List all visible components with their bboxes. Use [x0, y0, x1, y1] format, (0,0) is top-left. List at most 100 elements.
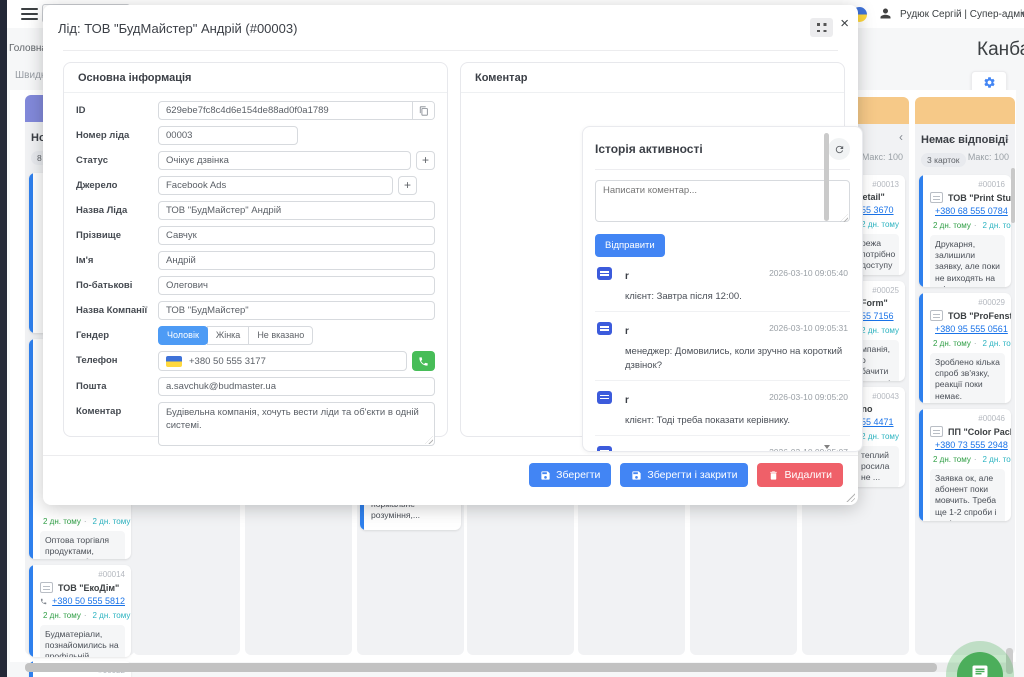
card-phone-link[interactable]: 555 3670	[856, 205, 894, 215]
chat-icon	[972, 665, 988, 677]
save-button[interactable]: Зберегти	[529, 463, 612, 487]
field-label: Статус	[76, 155, 109, 166]
divider	[43, 455, 858, 456]
comment-timestamp: 2026-03-10 09:05:07	[769, 447, 848, 451]
horizontal-scrollbar[interactable]	[25, 663, 1010, 672]
horizontal-scrollbar-thumb[interactable]	[25, 663, 937, 672]
card-comment-snippet: теплий росила не ...	[856, 446, 899, 487]
new-comment-textarea[interactable]	[595, 180, 850, 222]
id-value: 629ebe7fc8c4d6e154de88ad0f0a1789	[166, 105, 329, 116]
column-scrollbar-thumb[interactable]	[1011, 168, 1015, 223]
field-lead-number: Номер ліда	[76, 126, 435, 145]
call-button[interactable]	[412, 351, 435, 371]
modal-resize-grip[interactable]	[845, 492, 855, 502]
card-phone-link[interactable]: +380 68 555 0784	[935, 206, 1008, 216]
field-label: ID	[76, 105, 86, 116]
company-icon	[930, 310, 943, 321]
time-ago: 2 дн. тому	[861, 432, 899, 441]
add-status-button[interactable]: +	[416, 151, 435, 170]
delete-button[interactable]: Видалити	[757, 463, 843, 487]
collapse-column-icon[interactable]: ‹	[1005, 130, 1009, 144]
separator: ·	[973, 455, 977, 464]
company-icon	[40, 582, 53, 593]
comment-textarea[interactable]: Будівельна компанія, хочуть вести ліди т…	[158, 402, 435, 446]
company-input[interactable]	[158, 301, 435, 320]
hamburger-menu-icon[interactable]	[21, 8, 38, 20]
lead-number-input[interactable]	[158, 126, 298, 145]
column-color-band	[915, 97, 1015, 124]
card-number: #00043	[872, 392, 899, 401]
breadcrumb[interactable]: Головна	[9, 43, 47, 54]
send-comment-button[interactable]: Відправити	[595, 234, 665, 257]
comment-text: клієнт: Завтра після 12:00.	[625, 291, 742, 302]
scrollbar-arrow-icon[interactable]	[824, 445, 830, 449]
divider	[63, 50, 838, 51]
last-name-input[interactable]	[158, 226, 435, 245]
gender-option-male[interactable]: Чоловік	[158, 326, 208, 345]
phone-value: +380 50 555 3177	[189, 355, 266, 367]
card-phone-link[interactable]: +380 95 555 0561	[935, 324, 1008, 334]
field-lead-name: Назва Ліда	[76, 201, 435, 220]
comments-list: r 2026-03-10 09:05:40 клієнт: Завтра піс…	[595, 257, 850, 451]
user-menu[interactable]: Рудюк Сергій | Супер-адмін хмари	[900, 9, 1024, 20]
time-ago: 2 дн. тому	[43, 611, 81, 620]
resize-grip-icon[interactable]	[425, 436, 433, 444]
field-source: Джерело +	[76, 176, 435, 195]
field-id: ID 629ebe7fc8c4d6e154de88ad0f0a1789	[76, 101, 435, 120]
lead-name-input[interactable]	[158, 201, 435, 220]
card-company: ono	[856, 404, 873, 414]
refresh-button[interactable]	[828, 138, 850, 160]
modal-title: Лід: ТОВ "БудМайстер" Андрій (#00003)	[58, 21, 298, 36]
gender-option-unspecified[interactable]: Не вказано	[248, 326, 314, 345]
copy-button[interactable]	[412, 102, 434, 119]
card-company: l Form"	[856, 298, 888, 308]
resize-grip-icon[interactable]	[840, 214, 848, 222]
expand-modal-button[interactable]	[810, 18, 833, 37]
comment-bubble-icon	[597, 322, 612, 336]
phone-icon	[419, 356, 428, 366]
activity-panel: Історія активності Відправити r 2026-03-…	[582, 126, 863, 452]
field-company: Назва Компанії	[76, 301, 435, 320]
card-phone-link[interactable]: 555 4471	[856, 417, 894, 427]
user-avatar-icon[interactable]	[878, 6, 893, 26]
field-first-name: Ім'я	[76, 251, 435, 270]
field-label: Гендер	[76, 330, 110, 341]
panel-scrollbar-thumb[interactable]	[824, 133, 829, 221]
first-name-input[interactable]	[158, 251, 435, 270]
email-input[interactable]	[158, 377, 435, 396]
comment-timestamp: 2026-03-10 09:05:31	[769, 323, 848, 334]
gear-icon	[983, 77, 995, 88]
separator: ·	[973, 221, 977, 230]
card-phone-link[interactable]: +380 73 555 2948	[935, 440, 1008, 450]
page-title: Канбан	[977, 39, 1024, 60]
card-phone-link[interactable]: +380 50 555 5812	[52, 596, 125, 606]
field-label: Пошта	[76, 381, 107, 392]
close-icon[interactable]: ×	[840, 15, 849, 32]
field-label: Коментар	[76, 406, 122, 417]
comment-author: r	[625, 394, 629, 406]
source-input[interactable]	[158, 176, 393, 195]
vertical-scrollbar-thumb[interactable]	[1006, 648, 1013, 674]
lead-card[interactable]: #00014 ТОВ "ЕкоДім" +380 50 555 5812 2 д…	[29, 565, 131, 657]
delete-label: Видалити	[784, 469, 832, 481]
lead-card[interactable]: #00016 ТОВ "Print Studio" +380 68 555 07…	[919, 175, 1011, 287]
save-icon	[632, 470, 642, 480]
lead-card[interactable]: #00046 ПП "Color Pack" +380 73 555 2948 …	[919, 409, 1011, 521]
card-phone-link[interactable]: 555 7156	[856, 311, 894, 321]
id-field[interactable]: 629ebe7fc8c4d6e154de88ad0f0a1789	[158, 101, 435, 120]
add-source-button[interactable]: +	[398, 176, 417, 195]
card-comment-snippet: Будматеріали, познайомились на профільні…	[40, 625, 125, 657]
separator: ·	[83, 611, 87, 620]
separator: ·	[83, 517, 87, 526]
comment-bubble-icon	[597, 390, 612, 404]
middle-name-input[interactable]	[158, 276, 435, 295]
save-and-close-button[interactable]: Зберегти і закрити	[620, 463, 749, 487]
phone-input[interactable]: +380 50 555 3177	[158, 351, 407, 371]
gender-option-female[interactable]: Жінка	[206, 326, 250, 345]
card-comment-snippet: мпанія, о бачити овторні...	[856, 340, 899, 381]
comment-timestamp: 2026-03-10 09:05:20	[769, 391, 848, 402]
status-input[interactable]	[158, 151, 411, 170]
collapse-column-icon[interactable]: ‹	[899, 130, 903, 144]
lead-card[interactable]: #00029 ТОВ "ProFenster" +380 95 555 0561…	[919, 293, 1011, 403]
time-ago: 2 дн. тому	[43, 517, 81, 526]
